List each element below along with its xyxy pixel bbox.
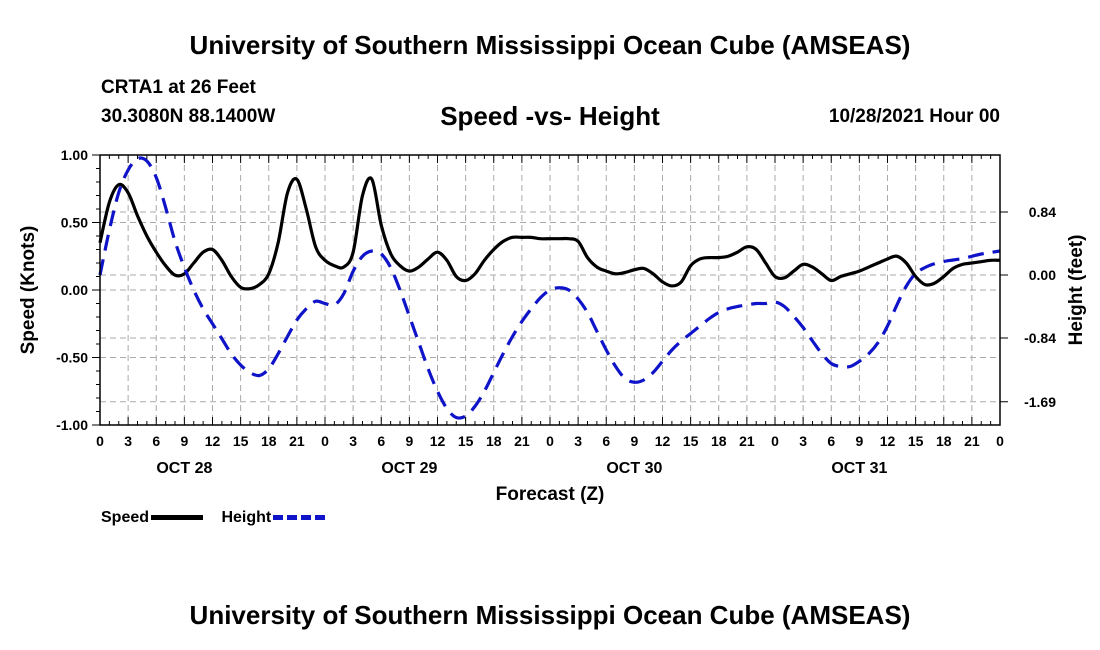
x-tick-label: 18	[936, 433, 952, 449]
x-tick-label: 0	[321, 433, 329, 449]
y-tick-label: 0.50	[61, 215, 88, 231]
y-tick-label: -1.00	[56, 417, 88, 433]
x-tick-label: 21	[739, 433, 755, 449]
forecast-date: 10/28/2021 Hour 00	[828, 106, 1000, 127]
x-tick-label: 9	[855, 433, 863, 449]
day-label: OCT 31	[831, 460, 887, 477]
series-lines	[98, 156, 1001, 420]
y2-axis-title: Height (feet)	[1066, 235, 1087, 346]
x-tick-label: 12	[655, 433, 671, 449]
x-tick-label: 18	[711, 433, 727, 449]
chart-legend: Speed Height	[101, 509, 339, 527]
x-tick-label: 0	[771, 433, 779, 449]
x-tick-label: 18	[486, 433, 502, 449]
x-tick-label: 6	[602, 433, 610, 449]
y-tick-label: -0.50	[56, 350, 88, 366]
x-tick-label: 21	[964, 433, 980, 449]
x-tick-label: 12	[880, 433, 896, 449]
x-tick-label: 21	[289, 433, 305, 449]
x-tick-label: 12	[205, 433, 221, 449]
axes: 0 3 6 9 12 15 18 21 0 3 6 9 12 15 18 21 0 3 6 9 12 15 18 21 0 3 6 9…	[56, 147, 1056, 477]
x-tick-label: 3	[349, 433, 357, 449]
legend-speed-swatch	[151, 515, 204, 521]
x-tick-label: 15	[908, 433, 924, 449]
legend-height-swatch	[273, 515, 326, 521]
footer-title: University of Southern Mississippi Ocean…	[189, 600, 911, 630]
x-tick-label: 12	[430, 433, 446, 449]
x-tick-label: 0	[96, 433, 104, 449]
y2-tick-label: 0.00	[1029, 267, 1056, 283]
x-tick-label: 9	[180, 433, 188, 449]
y-tick-label: 1.00	[61, 147, 88, 163]
x-tick-label: 0	[546, 433, 554, 449]
legend-speed: Speed	[101, 509, 204, 527]
day-label: OCT 28	[156, 460, 212, 477]
x-tick-label: 6	[152, 433, 160, 449]
y-tick-label: 0.00	[61, 282, 88, 298]
speed-series-line	[98, 176, 1001, 291]
x-tick-label: 9	[405, 433, 413, 449]
station-name: CRTA1 at 26 Feet	[101, 77, 256, 98]
y2-tick-label: -0.84	[1024, 330, 1056, 346]
chart-title: Speed -vs- Height	[440, 101, 660, 131]
height-series-line	[98, 156, 1001, 420]
y2-tick-label: -1.69	[1024, 394, 1056, 410]
x-tick-label: 15	[683, 433, 699, 449]
x-tick-label: 15	[233, 433, 249, 449]
day-label: OCT 29	[381, 460, 437, 477]
x-tick-label: 21	[514, 433, 530, 449]
legend-height-label: Height	[221, 509, 272, 526]
x-axis-title: Forecast (Z)	[496, 484, 605, 505]
x-tick-label: 3	[574, 433, 582, 449]
y-axis-title: Speed (Knots)	[18, 226, 39, 355]
x-tick-label: 9	[630, 433, 638, 449]
x-tick-label: 18	[261, 433, 277, 449]
y2-tick-label: 0.84	[1029, 204, 1056, 220]
main-title: University of Southern Mississippi Ocean…	[189, 30, 911, 60]
x-tick-label: 15	[458, 433, 474, 449]
station-coordinates: 30.3080N 88.1400W	[101, 106, 276, 127]
legend-speed-label: Speed	[101, 509, 150, 526]
x-tick-label: 3	[124, 433, 132, 449]
day-label: OCT 30	[606, 460, 662, 477]
x-tick-label: 6	[377, 433, 385, 449]
legend-height: Height	[221, 509, 326, 527]
x-tick-label: 6	[827, 433, 835, 449]
x-tick-label: 0	[996, 433, 1004, 449]
x-tick-label: 3	[799, 433, 807, 449]
